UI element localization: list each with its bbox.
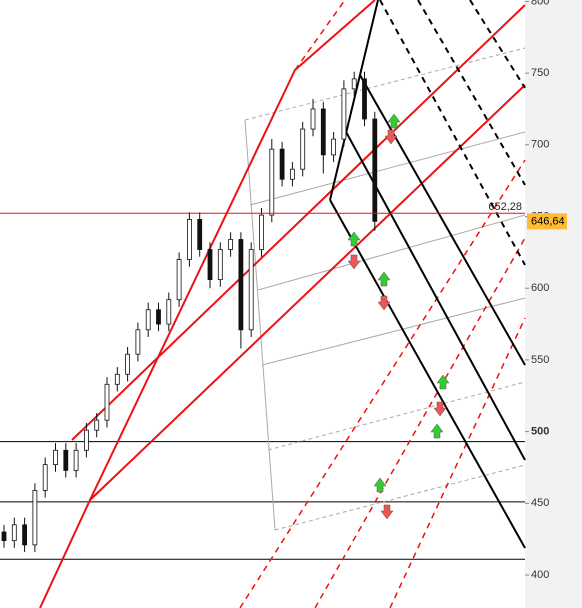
- candle-body: [331, 138, 337, 156]
- candle-body: [197, 218, 203, 250]
- y-tick-label: 750: [531, 67, 549, 79]
- candle-body: [114, 373, 120, 385]
- candles: [1, 71, 378, 553]
- gray-line: [244, 119, 276, 531]
- candle-body: [166, 299, 172, 325]
- y-tick-label: 550: [531, 354, 549, 366]
- y-tick-label: 400: [531, 569, 549, 581]
- candle-body: [217, 249, 223, 281]
- candle-body: [320, 108, 326, 156]
- candle-body: [156, 309, 161, 325]
- y-tick-label: 500: [531, 426, 549, 438]
- candle-body: [11, 524, 17, 542]
- sell-arrow: [347, 254, 361, 270]
- candle-body: [228, 239, 234, 250]
- price-axis: [525, 0, 582, 608]
- signals: [347, 113, 450, 520]
- y-tick-label: 450: [531, 497, 549, 509]
- y-tick-label: 700: [531, 139, 549, 151]
- pitchfork-line: [329, 199, 526, 549]
- candle-body: [310, 108, 316, 130]
- last-price-tag: [527, 213, 567, 230]
- trend-line: [389, 317, 526, 608]
- candle-body: [135, 329, 141, 355]
- candle-body: [145, 309, 151, 331]
- sell-arrow: [380, 504, 394, 520]
- trend-line: [314, 237, 526, 608]
- buy-arrow: [347, 231, 361, 247]
- sell-arrow: [433, 401, 447, 417]
- candle-body: [238, 239, 244, 331]
- candle-body: [269, 148, 275, 216]
- plot-area: [0, 0, 525, 608]
- gray-line: [267, 381, 526, 451]
- candle-body: [1, 531, 7, 542]
- trend-line: [71, 4, 526, 441]
- candle-body: [259, 214, 264, 250]
- gray-line: [244, 47, 526, 121]
- buy-arrow: [436, 374, 450, 390]
- candle-body: [300, 128, 306, 170]
- buy-arrow: [377, 271, 391, 287]
- candle-body: [289, 168, 295, 180]
- gray-line: [261, 297, 526, 366]
- candle-body: [341, 88, 347, 140]
- gray-line: [274, 464, 526, 531]
- candle-body: [104, 383, 110, 421]
- candle-body: [32, 490, 38, 546]
- buy-arrow: [430, 423, 444, 439]
- trend-line: [39, 0, 376, 608]
- buy-arrow: [373, 477, 387, 493]
- candle-body: [176, 259, 182, 301]
- candle-body: [125, 353, 130, 375]
- buy-arrow: [387, 113, 401, 129]
- candle-body: [63, 449, 69, 471]
- sell-arrow: [377, 295, 391, 311]
- candle-body: [73, 449, 79, 471]
- candle-body: [372, 118, 378, 222]
- candle-body: [351, 78, 357, 90]
- candle-body: [53, 449, 58, 466]
- y-tick-label: 800: [531, 0, 549, 7]
- candle-body: [94, 419, 100, 431]
- gray-line: [249, 131, 526, 206]
- gray-line: [257, 214, 526, 291]
- pitchfork-line: [417, 0, 526, 186]
- candle-body: [84, 429, 89, 451]
- drawings: [39, 0, 526, 608]
- candle-body: [42, 464, 48, 491]
- candle-body: [279, 148, 285, 180]
- trend-line: [294, 0, 346, 71]
- trend-line: [89, 84, 526, 501]
- overlay: 652,28 646,64: [0, 201, 567, 230]
- y-tick-label: 600: [531, 282, 549, 294]
- candle-body: [207, 249, 213, 281]
- trend-line: [239, 159, 526, 608]
- candle-body: [248, 249, 254, 331]
- sell-arrow: [384, 129, 398, 145]
- candle-body: [186, 218, 192, 260]
- candle-body: [22, 524, 28, 546]
- price-line-label: 652,28: [488, 201, 522, 213]
- pitchfork-line: [359, 74, 526, 366]
- candle-body: [362, 78, 367, 120]
- last-price-label: 646,64: [531, 215, 565, 227]
